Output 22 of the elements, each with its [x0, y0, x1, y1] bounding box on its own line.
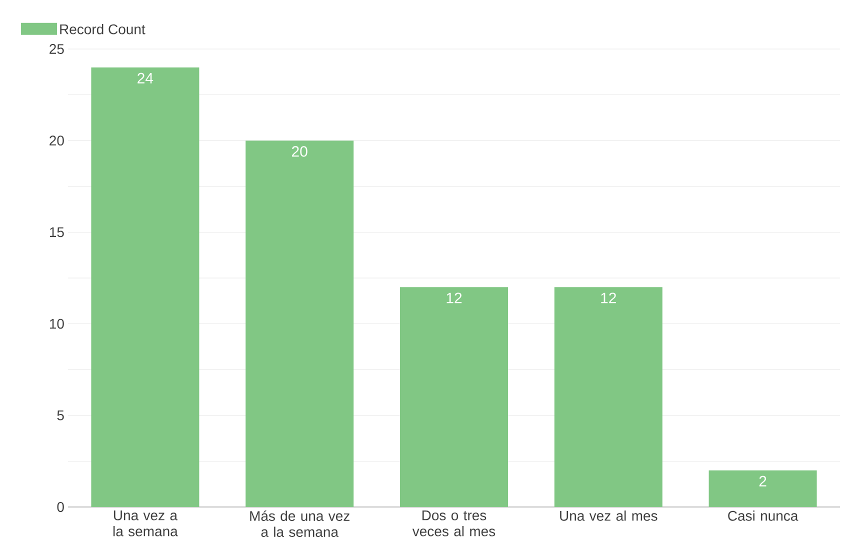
y-tick-label: 15: [50, 227, 64, 238]
bar: [708, 470, 817, 507]
y-tick-label: 5: [57, 410, 64, 420]
bar: [91, 67, 200, 507]
y-tick-label: 0: [57, 502, 64, 512]
legend-label: Record Count: [60, 24, 146, 34]
bar: [554, 287, 662, 507]
x-tick-label: Más de una vez a la semana: [250, 510, 350, 537]
x-tick-label: Casi nunca: [728, 510, 798, 521]
x-tick-label: Dos o tres veces al mes: [412, 510, 496, 536]
x-tick-label: Una vez a la semana: [113, 510, 178, 536]
data-label: 12: [601, 292, 616, 304]
bar: [400, 287, 508, 507]
y-tick-label: 25: [50, 44, 64, 54]
data-label: 2: [759, 476, 766, 486]
data-label: 20: [292, 146, 308, 157]
data-label: 24: [138, 72, 154, 84]
bar: [246, 140, 354, 507]
y-tick-label: 10: [50, 318, 64, 329]
y-tick-label: 20: [50, 136, 64, 146]
data-label: 12: [446, 292, 462, 304]
x-tick-label: Una vez al mes: [560, 510, 658, 521]
